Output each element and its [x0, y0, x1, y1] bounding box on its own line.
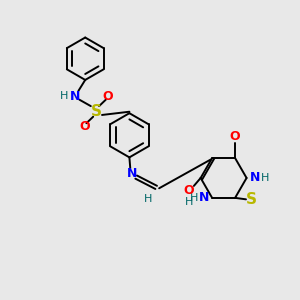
Text: O: O — [230, 130, 240, 143]
Text: N: N — [70, 90, 80, 103]
Text: H: H — [190, 193, 198, 203]
Text: N: N — [127, 167, 137, 180]
Text: O: O — [102, 90, 112, 103]
Text: O: O — [80, 120, 90, 133]
Text: S: S — [246, 192, 257, 207]
Text: H: H — [59, 91, 68, 101]
Text: H: H — [144, 194, 152, 204]
Text: N: N — [250, 172, 260, 184]
Text: H: H — [261, 173, 269, 183]
Text: O: O — [184, 184, 194, 197]
Text: H: H — [185, 196, 193, 206]
Text: N: N — [199, 191, 209, 204]
Text: S: S — [91, 104, 102, 119]
